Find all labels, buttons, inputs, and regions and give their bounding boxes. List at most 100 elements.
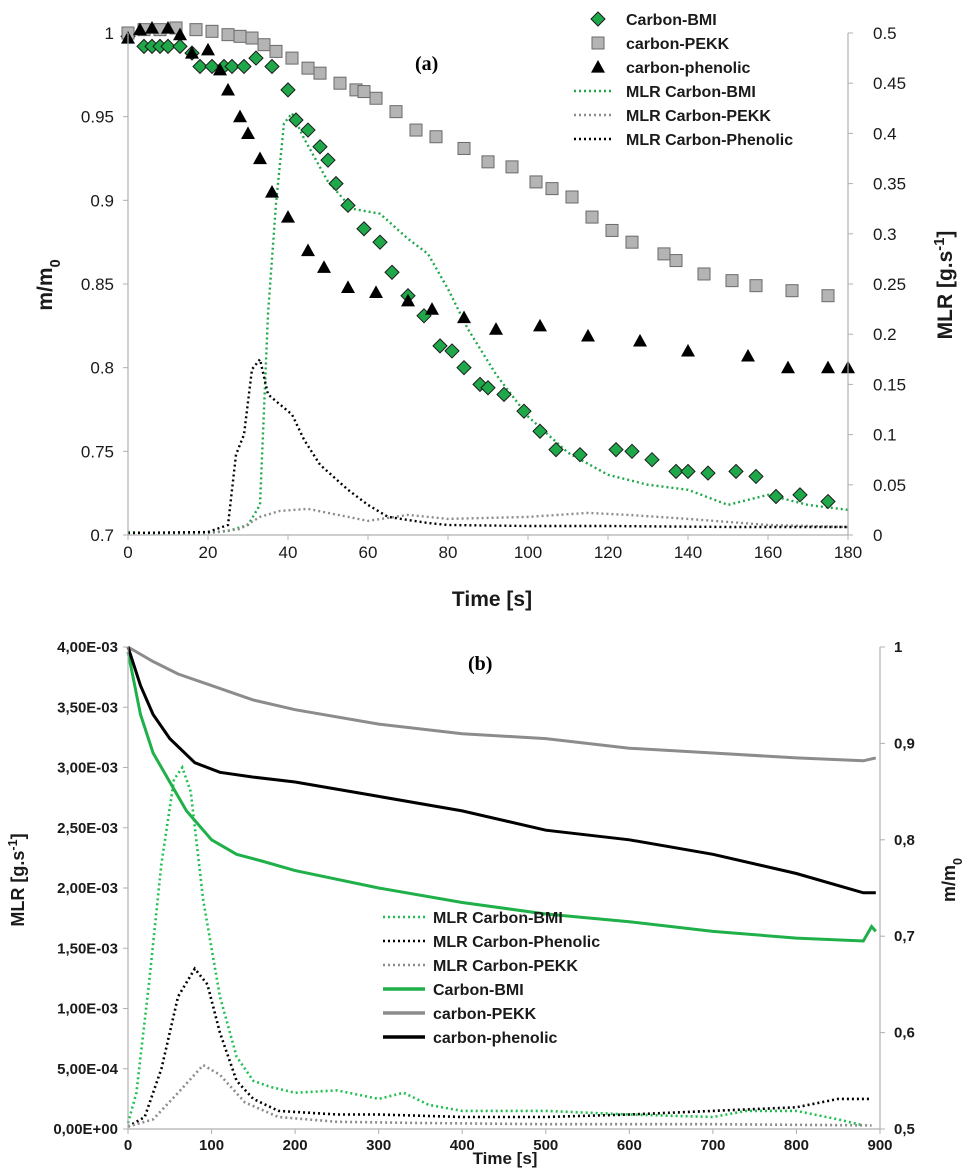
chart-b-series-carbon-bmi: [126, 651, 877, 943]
chart-a-y2-axis-label: MLR [g.s-1]: [932, 231, 957, 340]
chart-a-y-tick-label: 0.85: [81, 275, 114, 294]
chart-a-y2-tick-label: 0.45: [873, 74, 906, 93]
chart-b-x-tick-label: 800: [784, 1137, 809, 1154]
chart-a-point-carbon-phenolic: [741, 348, 755, 362]
chart-a-point-carbon-phenolic: [369, 285, 383, 298]
chart-b-y2-tick-label: 0,9: [894, 735, 915, 752]
chart-b-legend-label-carbon-phenolic: carbon-phenolic: [433, 1030, 558, 1047]
chart-b-legend-label-mlr-carbon-bmi: MLR Carbon-BMI: [433, 910, 563, 927]
chart-a-point-carbon-pekk: [669, 254, 683, 268]
chart-b-x-tick-label: 0: [124, 1137, 132, 1154]
chart-a-series-carbon-phenolic: [121, 20, 855, 374]
chart-b-series-carbon-pekk: [127, 645, 877, 763]
chart-a-x-tick-label: 0: [123, 543, 132, 562]
chart-a-point-carbon-phenolic: [265, 184, 279, 198]
chart-b-y-tick-label: 4,00E-03: [57, 639, 118, 656]
chart-a-point-carbon-pekk: [429, 130, 443, 144]
chart-a-point-carbon-pekk: [457, 141, 471, 155]
chart-a-point-carbon-phenolic: [145, 20, 159, 34]
chart-a-x-tick-label: 80: [439, 543, 458, 562]
chart-a-point-carbon-phenolic: [161, 20, 175, 34]
chart-a-point-carbon-phenolic: [821, 360, 835, 374]
chart-a-series-carbon-bmi: [120, 28, 836, 510]
chart-a-point-carbon-bmi: [248, 50, 264, 66]
chart-a-legend-label-carbon-pekk: carbon-PEKK: [626, 36, 730, 53]
chart-a-point-carbon-pekk: [821, 289, 835, 303]
chart-a-point-carbon-bmi: [456, 359, 472, 376]
chart-b-x-tick-label: 500: [533, 1137, 558, 1154]
chart-a-point-carbon-phenolic: [401, 293, 415, 307]
chart-a-point-carbon-pekk: [625, 235, 639, 249]
chart-a-y2-tick-label: 0: [873, 526, 882, 545]
chart-b-series-mlr-carbon-pekk: [127, 1063, 872, 1128]
chart-a-point-carbon-bmi: [532, 423, 548, 439]
chart-a-point-carbon-phenolic: [301, 243, 315, 257]
chart-b-x-tick-label: 200: [283, 1137, 308, 1154]
chart-a-point-carbon-pekk: [189, 23, 203, 37]
chart-b-series-carbon-phenolic: [126, 646, 876, 895]
chart-a-point-carbon-pekk: [313, 66, 327, 80]
chart-a-y2-tick-label: 0.4: [873, 124, 897, 143]
chart-b-y2-tick-label: 0,5: [894, 1121, 915, 1138]
chart-a-legend: Carbon-BMI carbon-PEKK carbon-phenolic MLR …: [574, 11, 793, 149]
chart-a-y2-tick-label: 0.35: [873, 175, 906, 194]
chart-a-point-carbon-pekk: [245, 31, 259, 45]
chart-a-y-tick-label: 1: [105, 24, 114, 43]
chart-a-point-carbon-bmi: [728, 463, 744, 480]
chart-a-y-tick-label: 0.75: [81, 442, 114, 461]
chart-a-y2-tick-label: 0.3: [873, 225, 897, 244]
chart-b-x-tick-label: 300: [366, 1137, 391, 1154]
chart-a-point-carbon-bmi: [680, 463, 696, 480]
chart-a-point-carbon-bmi: [516, 403, 532, 419]
chart-a-point-carbon-bmi: [384, 264, 400, 280]
chart-a-point-carbon-bmi: [748, 468, 764, 485]
chart-a-point-carbon-pekk: [725, 274, 739, 288]
chart-a-y-tick-label: 0.7: [90, 526, 114, 545]
chart-b-y-tick-label: 3,50E-03: [57, 699, 118, 716]
chart-b-x-tick-label: 900: [867, 1137, 892, 1154]
chart-a-legend-label-mlr-carbon-phenolic: MLR Carbon-Phenolic: [626, 132, 793, 149]
chart-a-point-carbon-phenolic: [425, 302, 439, 315]
chart-a-series-carbon-pekk: [121, 21, 835, 303]
chart-a-legend-marker-carbon-pekk: [591, 36, 605, 50]
chart-a-point-carbon-bmi: [548, 441, 564, 458]
chart-b-series-mlr-carbon-phenolic: [127, 966, 872, 1128]
chart-a-y-tick-label: 0.8: [90, 359, 114, 378]
chart-a-point-carbon-bmi: [480, 380, 496, 396]
chart-a-point-carbon-bmi: [160, 38, 176, 55]
chart-b-y-tick-label: 1,50E-03: [57, 940, 118, 957]
chart-a-point-carbon-pekk: [257, 38, 271, 52]
chart-a-point-carbon-pekk: [389, 105, 403, 119]
chart-a-point-carbon-pekk: [545, 182, 559, 196]
chart-a-point-carbon-bmi: [312, 139, 328, 155]
chart-a-series-mlr-carbon-pekk: [128, 507, 849, 535]
chart-b-panel-label: (b): [468, 653, 492, 675]
chart-b-x-tick-label: 700: [700, 1137, 725, 1154]
chart-a-point-carbon-phenolic: [233, 109, 247, 123]
chart-a-point-carbon-bmi: [372, 234, 388, 250]
chart-a-legend-marker-carbon-phenolic: [591, 60, 605, 73]
chart-b-y-tick-label: 2,00E-03: [57, 880, 118, 897]
chart-b-legend-label-mlr-carbon-phenolic: MLR Carbon-Phenolic: [433, 934, 600, 951]
chart-a-point-carbon-bmi: [668, 463, 684, 480]
chart-b-y-tick-label: 3,00E-03: [57, 760, 118, 777]
chart-a-point-carbon-phenolic: [457, 310, 471, 324]
chart-a-y2-tick-label: 0.5: [873, 24, 897, 43]
chart-a-point-carbon-bmi: [264, 58, 280, 75]
chart-a-point-carbon-pekk: [565, 190, 579, 204]
chart-a-series-mlr-carbon-phenolic: [127, 356, 848, 535]
chart-a-x-tick-label: 40: [279, 543, 298, 562]
chart-a-point-carbon-bmi: [820, 493, 836, 510]
chart-a-point-carbon-bmi: [608, 441, 624, 458]
chart-b-y2-tick-label: 1: [894, 639, 902, 656]
chart-a-series-mlr-carbon-bmi: [127, 111, 849, 536]
chart-a-point-carbon-bmi: [328, 175, 344, 192]
chart-a-point-carbon-pekk: [697, 267, 711, 281]
chart-a-point-carbon-bmi: [280, 82, 296, 98]
chart-a-y-tick-label: 0.95: [81, 108, 114, 127]
chart-a-point-carbon-pekk: [409, 123, 423, 137]
chart-a-point-carbon-phenolic: [201, 42, 215, 56]
chart-a-x-tick-label: 140: [674, 543, 702, 562]
chart-a-y2-tick-label: 0.1: [873, 426, 897, 445]
